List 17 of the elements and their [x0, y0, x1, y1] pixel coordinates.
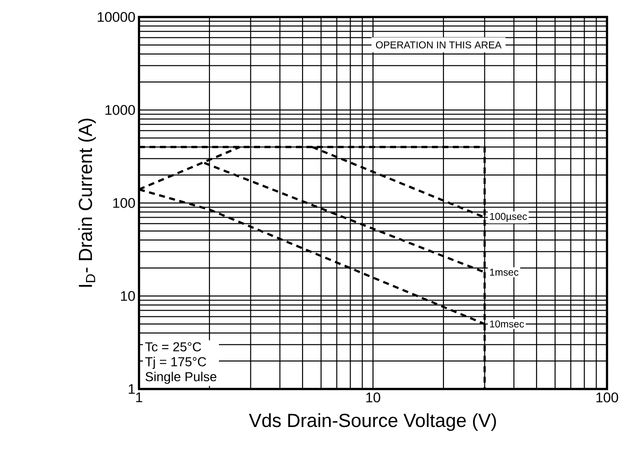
series-label: 1msec — [490, 268, 518, 276]
x-tick-label: 100 — [596, 392, 618, 402]
annotation: Tc = 25°C — [145, 342, 202, 352]
annotation: Single Pulse — [146, 372, 216, 384]
annotation: Tj = 175°C — [145, 356, 206, 369]
y-axis-title: I$_{D}$- Drain Current (A) — [78, 118, 96, 287]
y-tick-label: 10000 — [98, 12, 135, 22]
x-tick-label: 1 — [136, 392, 142, 402]
series-label: 10msec — [490, 320, 524, 328]
y-tick-label: 1 — [128, 384, 135, 394]
series-label: 100µsec — [490, 212, 527, 222]
y-tick-label: 100 — [113, 198, 135, 208]
y-tick-label: 10 — [121, 291, 135, 301]
annotation: OPERATION IN THIS AREA — [376, 41, 502, 48]
x-axis-title: Vds Drain-Source Voltage (V) — [248, 413, 496, 431]
y-tick-label: 1000 — [106, 105, 135, 115]
x-tick-label: 10 — [366, 392, 380, 402]
